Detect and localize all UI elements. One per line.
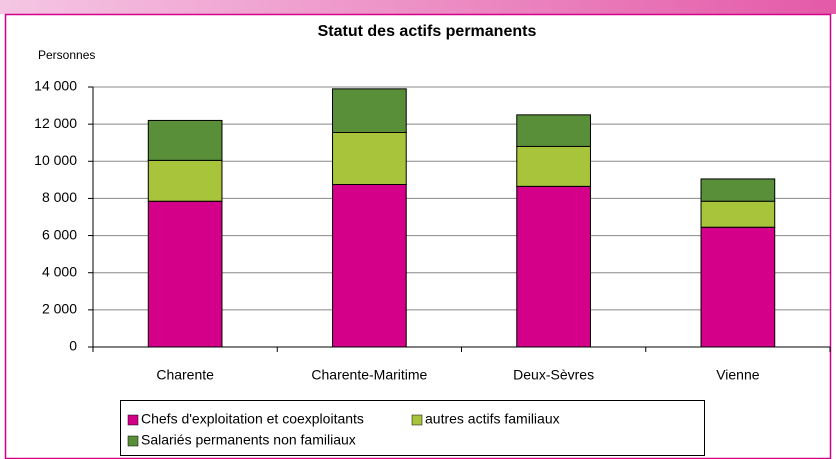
- legend-swatch: [127, 435, 139, 447]
- bar-segment: [516, 145, 591, 187]
- bar-segment: [147, 159, 223, 202]
- bar-segment: [700, 226, 776, 348]
- bar-segment: [700, 200, 776, 228]
- bar-segment: [147, 119, 223, 161]
- y-tick-label: 6 000: [42, 226, 77, 242]
- bar-segment: [700, 178, 776, 202]
- legend-swatch: [127, 414, 139, 426]
- y-tick-label: 0: [69, 338, 77, 354]
- top-band: [0, 0, 836, 14]
- y-tick-label: 4 000: [42, 263, 77, 279]
- y-axis-label: Personnes: [38, 48, 95, 62]
- y-tick-label: 2 000: [42, 301, 77, 317]
- legend-label: autres actifs familiaux: [425, 411, 560, 427]
- legend: [120, 400, 705, 456]
- bar-segment: [332, 132, 407, 185]
- x-tick-label: Charente-Maritime: [311, 367, 427, 383]
- legend-swatch: [411, 414, 423, 426]
- x-tick-label: Deux-Sèvres: [513, 367, 594, 383]
- bar-segment: [147, 200, 223, 348]
- bar-segment: [332, 88, 407, 133]
- bar-segment: [516, 114, 591, 147]
- bar-segment: [332, 184, 407, 348]
- x-tick-label: Charente: [156, 367, 214, 383]
- y-tick-label: 12 000: [34, 115, 77, 131]
- bar-segment: [516, 185, 591, 348]
- y-tick-label: 10 000: [34, 152, 77, 168]
- y-tick-label: 8 000: [42, 189, 77, 205]
- legend-label: Chefs d'exploitation et coexploitants: [141, 411, 364, 427]
- y-tick-label: 14 000: [34, 78, 77, 94]
- chart-title: Statut des actifs permanents: [318, 23, 537, 40]
- x-tick-label: Vienne: [716, 367, 760, 383]
- legend-label: Salariés permanents non familiaux: [141, 432, 356, 448]
